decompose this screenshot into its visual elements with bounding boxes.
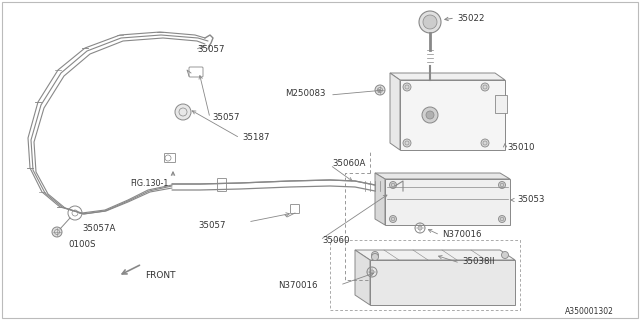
Text: M250083: M250083: [285, 89, 326, 98]
Text: 35053: 35053: [517, 195, 545, 204]
FancyBboxPatch shape: [189, 67, 203, 77]
Text: 35057: 35057: [212, 113, 239, 122]
Polygon shape: [390, 73, 400, 150]
FancyBboxPatch shape: [218, 179, 227, 191]
Circle shape: [403, 139, 411, 147]
Bar: [400, 80, 505, 150]
Polygon shape: [375, 173, 510, 179]
Circle shape: [422, 107, 438, 123]
Polygon shape: [355, 250, 515, 260]
Circle shape: [499, 181, 506, 188]
Circle shape: [371, 252, 378, 259]
Polygon shape: [370, 260, 515, 305]
Text: 35057A: 35057A: [82, 223, 115, 233]
Text: 35057: 35057: [197, 44, 225, 53]
Circle shape: [481, 83, 489, 91]
Text: 35057: 35057: [198, 220, 225, 229]
Text: 0100S: 0100S: [68, 239, 95, 249]
Text: A350001302: A350001302: [565, 308, 614, 316]
Circle shape: [175, 104, 191, 120]
Bar: [495, 95, 507, 113]
FancyBboxPatch shape: [291, 204, 300, 213]
Text: 35060A: 35060A: [332, 158, 365, 167]
Text: N370016: N370016: [278, 282, 317, 291]
Polygon shape: [375, 173, 385, 225]
Text: 35010: 35010: [507, 142, 534, 151]
FancyBboxPatch shape: [376, 178, 396, 194]
Polygon shape: [355, 250, 370, 305]
Polygon shape: [385, 179, 510, 225]
Circle shape: [52, 227, 62, 237]
Circle shape: [499, 215, 506, 222]
Circle shape: [481, 139, 489, 147]
Circle shape: [426, 111, 434, 119]
Circle shape: [419, 11, 441, 33]
Circle shape: [423, 15, 437, 29]
Text: 35187: 35187: [242, 132, 269, 141]
Circle shape: [403, 83, 411, 91]
Circle shape: [375, 85, 385, 95]
Text: 35038II: 35038II: [462, 258, 495, 267]
Text: FIG.130-1: FIG.130-1: [130, 179, 168, 188]
Text: 35060: 35060: [322, 236, 349, 244]
Circle shape: [502, 252, 509, 259]
Text: N370016: N370016: [442, 229, 481, 238]
Circle shape: [371, 253, 378, 260]
Circle shape: [390, 181, 397, 188]
Text: 35022: 35022: [457, 13, 484, 22]
FancyBboxPatch shape: [164, 154, 175, 163]
Polygon shape: [390, 73, 505, 80]
Circle shape: [390, 215, 397, 222]
Text: FRONT: FRONT: [145, 271, 175, 281]
